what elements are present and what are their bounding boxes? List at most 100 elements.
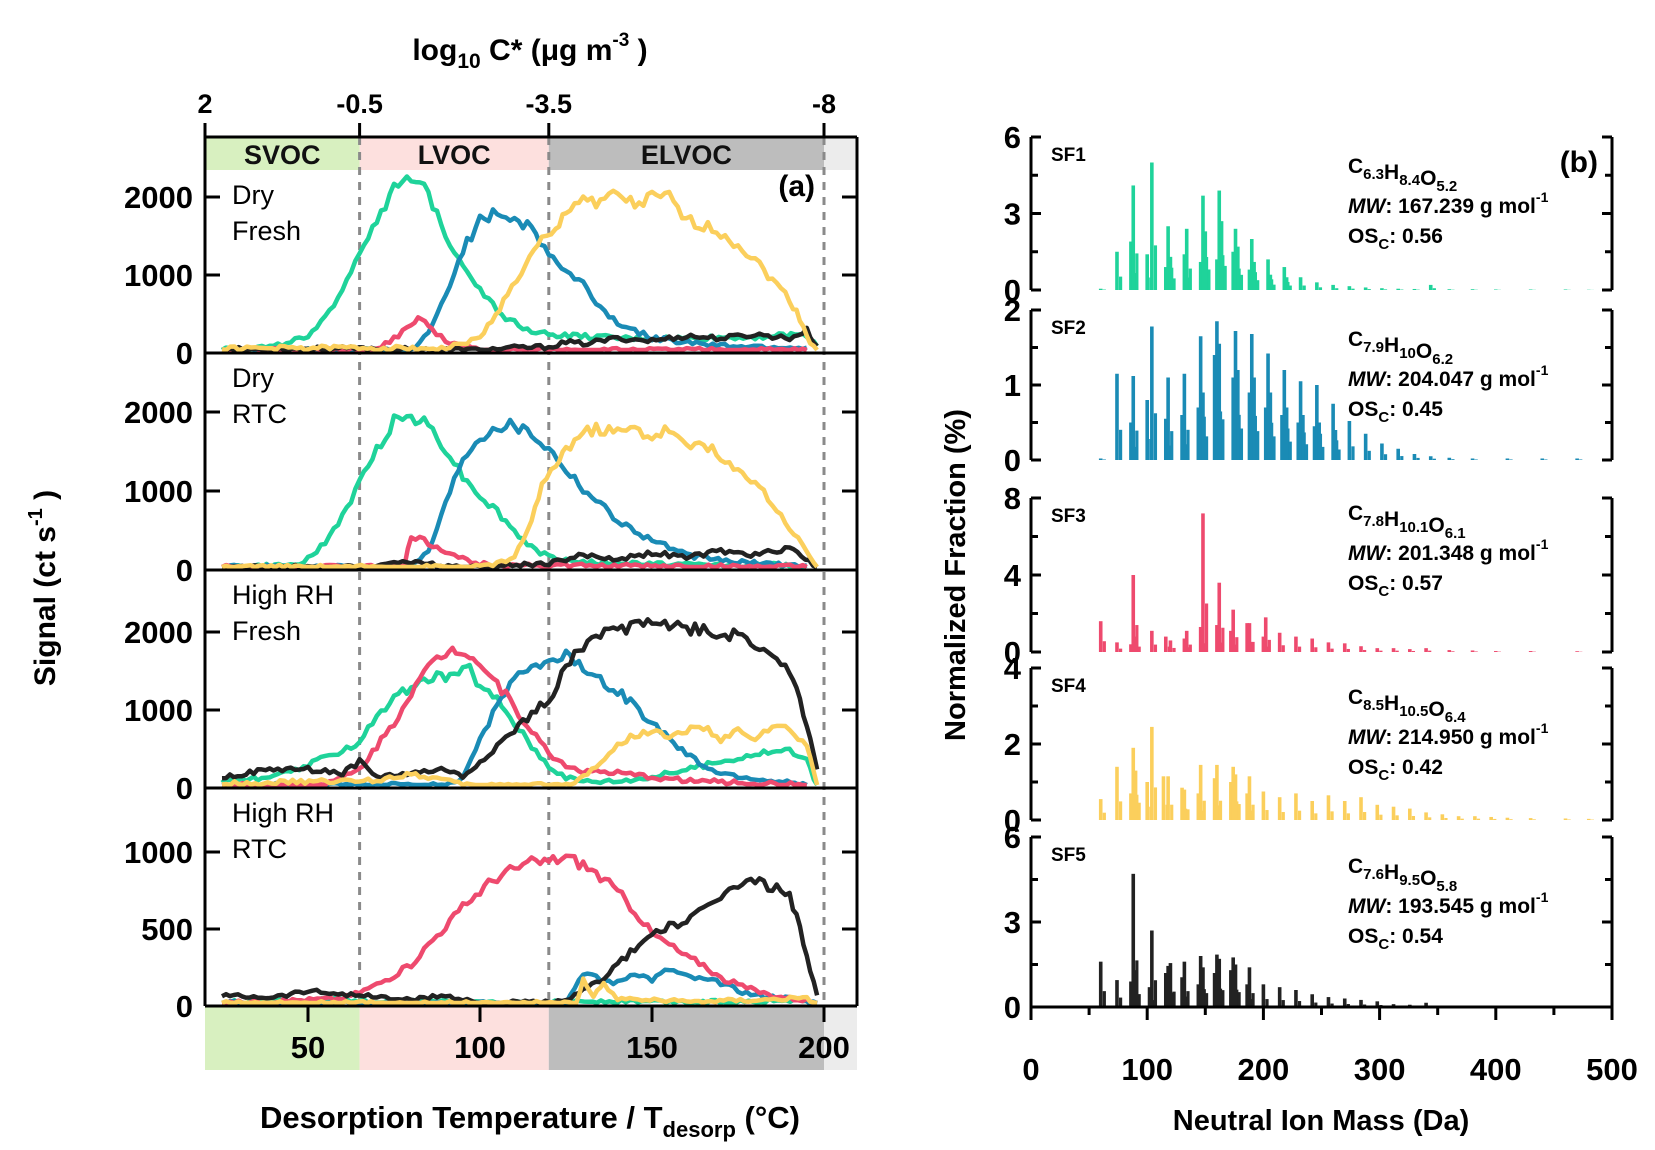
formula-label: C7.9H10O6.2 [1348, 328, 1453, 368]
x-tick-label-b: 500 [1586, 1052, 1638, 1087]
bar-sf4 [1428, 817, 1432, 820]
bar-sf5 [1314, 1002, 1318, 1007]
bar-sf3 [1424, 648, 1428, 652]
formula-element: C [1348, 502, 1363, 525]
band-bottom-lvoc [359, 1006, 549, 1070]
bar-sf1 [1252, 261, 1256, 290]
formula-subscript: 8.4 [1399, 172, 1421, 189]
bar-sf1 [1118, 276, 1123, 290]
bar-sf2 [1380, 443, 1384, 460]
bar-sf3 [1201, 513, 1205, 652]
bar-sf4 [1153, 787, 1158, 820]
bar-sf2 [1135, 430, 1139, 460]
mw-prefix: MW [1348, 368, 1387, 391]
formula-subscript: 5.2 [1436, 178, 1457, 195]
condition-label-line: High RH [232, 580, 334, 610]
bar-sf4 [1145, 782, 1149, 820]
bar-sf1 [1302, 285, 1306, 290]
y-tick-label-b: 3 [1004, 905, 1021, 940]
bar-sf3 [1129, 644, 1133, 652]
bar-sf3 [1168, 640, 1173, 652]
bar-sf5 [1137, 994, 1141, 1007]
panel-a-labels: Dry Fresh Dry RTC High RH Fresh High RH RTC [232, 180, 334, 864]
condition-label-line: Fresh [232, 216, 301, 246]
bar-sf4 [1391, 806, 1396, 820]
bar-sf2 [1196, 407, 1201, 460]
bar-sf5 [1297, 1001, 1302, 1007]
bar-sf3 [1188, 644, 1192, 652]
band-bottom-elvoc [548, 1006, 824, 1070]
bar-sf4 [1170, 804, 1174, 820]
bar-sf4 [1532, 819, 1536, 820]
bar-sf4 [1281, 812, 1285, 820]
mw-exponent: -1 [1536, 189, 1549, 205]
bar-sf2 [1317, 422, 1321, 460]
bar-sf2 [1131, 376, 1136, 460]
band-label-elvoc: ELVOC [641, 140, 732, 170]
bar-sf2 [1432, 458, 1436, 460]
y-tick-label-b: 8 [1004, 481, 1021, 516]
bar-sf2 [1282, 370, 1287, 460]
bar-sf1 [1203, 231, 1208, 290]
bar-sf2 [1182, 373, 1187, 460]
bar-sf2 [1163, 418, 1168, 460]
bar-sf5 [1330, 1003, 1334, 1007]
bar-sf2 [1236, 370, 1240, 460]
bar-sf1 [1247, 269, 1252, 290]
osc-subscript: C [1378, 409, 1389, 426]
condition-label-line: Dry [232, 180, 274, 210]
bar-sf5 [1237, 992, 1241, 1007]
bar-sf4 [1509, 819, 1513, 820]
bar-sf1 [1231, 251, 1235, 290]
bar-sf2 [1252, 377, 1256, 460]
series-label: SF5 [1051, 845, 1086, 866]
bar-sf3 [1277, 632, 1282, 652]
mw-label: MW: 193.545 g mol-1 [1348, 889, 1549, 918]
formula-subscript: 6.4 [1445, 709, 1467, 726]
y-tick-label: 0 [176, 553, 193, 588]
bar-sf2 [1201, 392, 1205, 460]
bar-sf4 [1231, 766, 1235, 820]
mass-spectra-bars [1098, 162, 1594, 1007]
bar-sf4 [1314, 813, 1318, 820]
bar-sf1 [1288, 285, 1292, 290]
panel-a: SVOC LVOC ELVOC 2 -0.5 -3.5 -8010002000010002… [25, 30, 859, 1142]
x-tick-label: 100 [454, 1030, 506, 1065]
bar-sf2 [1347, 421, 1352, 460]
bar-sf4 [1489, 816, 1493, 820]
formula-subscript: 7.9 [1363, 339, 1384, 356]
bar-sf4 [1133, 770, 1138, 820]
y-tick-label: 500 [141, 912, 193, 947]
formula-subscript: 6.1 [1445, 525, 1466, 542]
formula-element: H [1384, 508, 1399, 531]
bar-sf3 [1363, 649, 1367, 652]
mw-value: : 204.047 g mol [1385, 368, 1536, 391]
bar-sf1 [1318, 287, 1323, 290]
bar-sf1 [1367, 289, 1371, 290]
bar-sf5 [1098, 961, 1103, 1007]
bar-sf4 [1247, 776, 1252, 820]
bar-sf2 [1263, 407, 1268, 460]
bar-sf3 [1217, 582, 1222, 652]
bar-sf2 [1180, 415, 1184, 460]
mw-label: MW: 201.348 g mol-1 [1348, 536, 1549, 565]
bar-sf3 [1251, 641, 1255, 652]
series-label: SF3 [1051, 506, 1086, 527]
mw-value: : 214.950 g mol [1385, 726, 1536, 749]
bar-sf1 [1115, 251, 1119, 290]
bar-sf1 [1331, 284, 1335, 290]
bar-sf3 [1267, 639, 1271, 652]
bar-sf4 [1098, 799, 1103, 820]
curve-sf4 [221, 723, 820, 788]
bar-sf4 [1251, 804, 1255, 820]
formula-element: C [1348, 328, 1363, 351]
curve-sf2 [222, 417, 808, 570]
bar-sf4 [1212, 778, 1217, 820]
bar-sf4 [1277, 797, 1282, 820]
bar-sf1 [1298, 277, 1303, 290]
formula-element: C [1348, 155, 1363, 178]
bar-sf2 [1129, 422, 1133, 460]
y-tick-label-b: 2 [1004, 727, 1021, 762]
osc-subscript: C [1378, 936, 1389, 953]
